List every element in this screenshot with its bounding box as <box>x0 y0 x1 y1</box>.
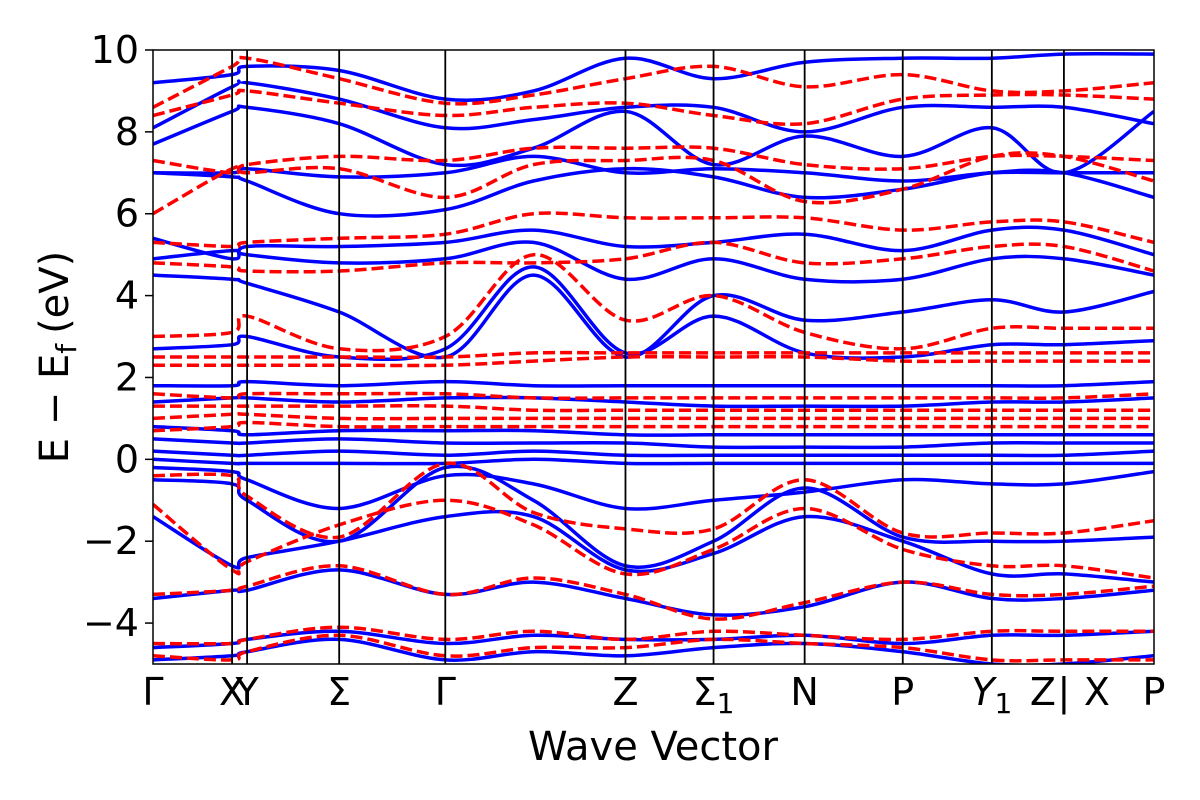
solid-band-7 <box>153 457 1154 466</box>
x-tick-label: Γ <box>142 670 163 714</box>
y-axis-label: E − Ef (eV) <box>32 251 83 464</box>
x-axis-ticks: Γ XY Σ Γ Z Σ1 N P Y1 Z | X P <box>142 670 1165 720</box>
x-tick-label: Y <box>234 670 259 714</box>
plot-frame <box>152 49 1155 665</box>
solid-band-12 <box>153 379 1154 388</box>
x-tick-label: P <box>1143 670 1166 714</box>
solid-band-9 <box>153 437 1154 450</box>
solid-band-5 <box>153 464 1154 569</box>
x-tick-label: P <box>891 670 914 714</box>
y-tick-label: −4 <box>83 601 139 645</box>
x-tick-label: Z <box>612 670 638 714</box>
x-tick-label: Y1 <box>971 670 1012 720</box>
dashed-band-10 <box>153 354 1154 368</box>
band-lines <box>153 52 1154 664</box>
x-tick-label: N <box>790 670 818 714</box>
x-tick-label: X <box>1084 670 1110 714</box>
dashed-band-6 <box>153 420 1154 433</box>
y-tick-label: 8 <box>115 110 139 154</box>
y-tick-label: 0 <box>115 437 139 481</box>
solid-band-6 <box>153 465 1154 511</box>
dashed-band-13 <box>153 240 1154 274</box>
y-axis-label-unit: (eV) <box>32 251 78 334</box>
x-tick-label: Γ <box>435 670 456 714</box>
solid-band-8 <box>153 449 1154 458</box>
y-tick-label: 10 <box>91 28 139 72</box>
y-axis-label-main: E − E <box>32 354 78 464</box>
x-tick-break-marker: | <box>1058 670 1071 715</box>
x-axis-label: Wave Vector <box>528 724 779 770</box>
high-symmetry-lines <box>231 50 1065 664</box>
x-tick-label: X <box>219 670 245 714</box>
solid-band-19 <box>153 104 1154 175</box>
dashed-band-9 <box>153 391 1154 400</box>
x-tick-label: Z <box>1030 670 1056 714</box>
x-tick-label: Σ <box>327 670 351 714</box>
y-tick-label: 6 <box>115 192 139 236</box>
y-tick-label: 4 <box>115 274 139 318</box>
dashed-band-12 <box>153 252 1154 353</box>
y-axis-ticks: −4 −2 0 2 4 6 8 10 <box>83 28 153 645</box>
y-tick-label: −2 <box>83 519 139 563</box>
dashed-band-7 <box>153 412 1154 421</box>
y-axis-label-subscript: f <box>50 343 83 354</box>
dashed-band-8 <box>153 404 1154 413</box>
x-tick-label: Σ1 <box>693 670 735 720</box>
y-tick-label: 2 <box>115 355 139 399</box>
